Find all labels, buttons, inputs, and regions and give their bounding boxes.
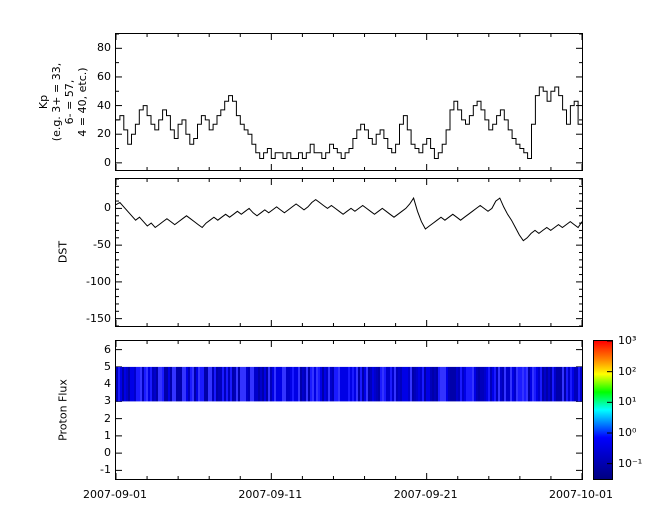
colorbar-tick-label: 10³: [618, 334, 637, 347]
kp-ytick-label: 0: [104, 155, 111, 169]
colorbar-tick-label: 10⁰: [618, 426, 637, 439]
dst-ytick-label: -50: [93, 238, 111, 252]
proton-ytick-label: 6: [104, 342, 111, 356]
proton-ytick-label: 0: [104, 446, 111, 460]
kp-ytick-label: 80: [97, 41, 111, 55]
kp-ytick-label: 40: [97, 98, 111, 112]
x-tick-label: 2007-09-01: [83, 488, 147, 501]
proton-flux-spectrogram: [116, 341, 582, 479]
flux-colorbar: [593, 340, 613, 480]
dst-ytick-label: 0: [104, 201, 111, 215]
x-tick-label: 2007-10-01: [549, 488, 613, 501]
proton-ytick-label: 2: [104, 411, 111, 425]
colorbar-tick-label: 10²: [618, 364, 637, 378]
colorbar-ticks: [607, 341, 612, 465]
colorbar-tick-label: 10⁻¹: [618, 456, 643, 470]
x-tick-label: 2007-09-21: [393, 488, 458, 501]
proton-ytick-label: 5: [104, 359, 111, 373]
dst-line-plot: [116, 179, 582, 326]
x-tick-label: 2007-09-11: [238, 488, 303, 501]
dst-panel: [115, 178, 583, 327]
proton-flux-panel: [115, 340, 583, 480]
dst-ytick-label: -100: [86, 274, 111, 288]
proton-ytick-label: 3: [104, 394, 111, 408]
kp-panel: [115, 33, 583, 171]
dst-ytick-label: -150: [86, 311, 111, 325]
kp-ytick-label: 60: [97, 69, 111, 83]
kp-ytick-label: 20: [97, 127, 111, 141]
proton-ytick-label: 1: [104, 428, 111, 442]
kp-step-plot: [116, 34, 582, 170]
proton-ytick-label: 4: [104, 377, 111, 391]
proton-ytick-label: -1: [100, 463, 111, 477]
colorbar-tick-label: 10¹: [618, 395, 637, 409]
